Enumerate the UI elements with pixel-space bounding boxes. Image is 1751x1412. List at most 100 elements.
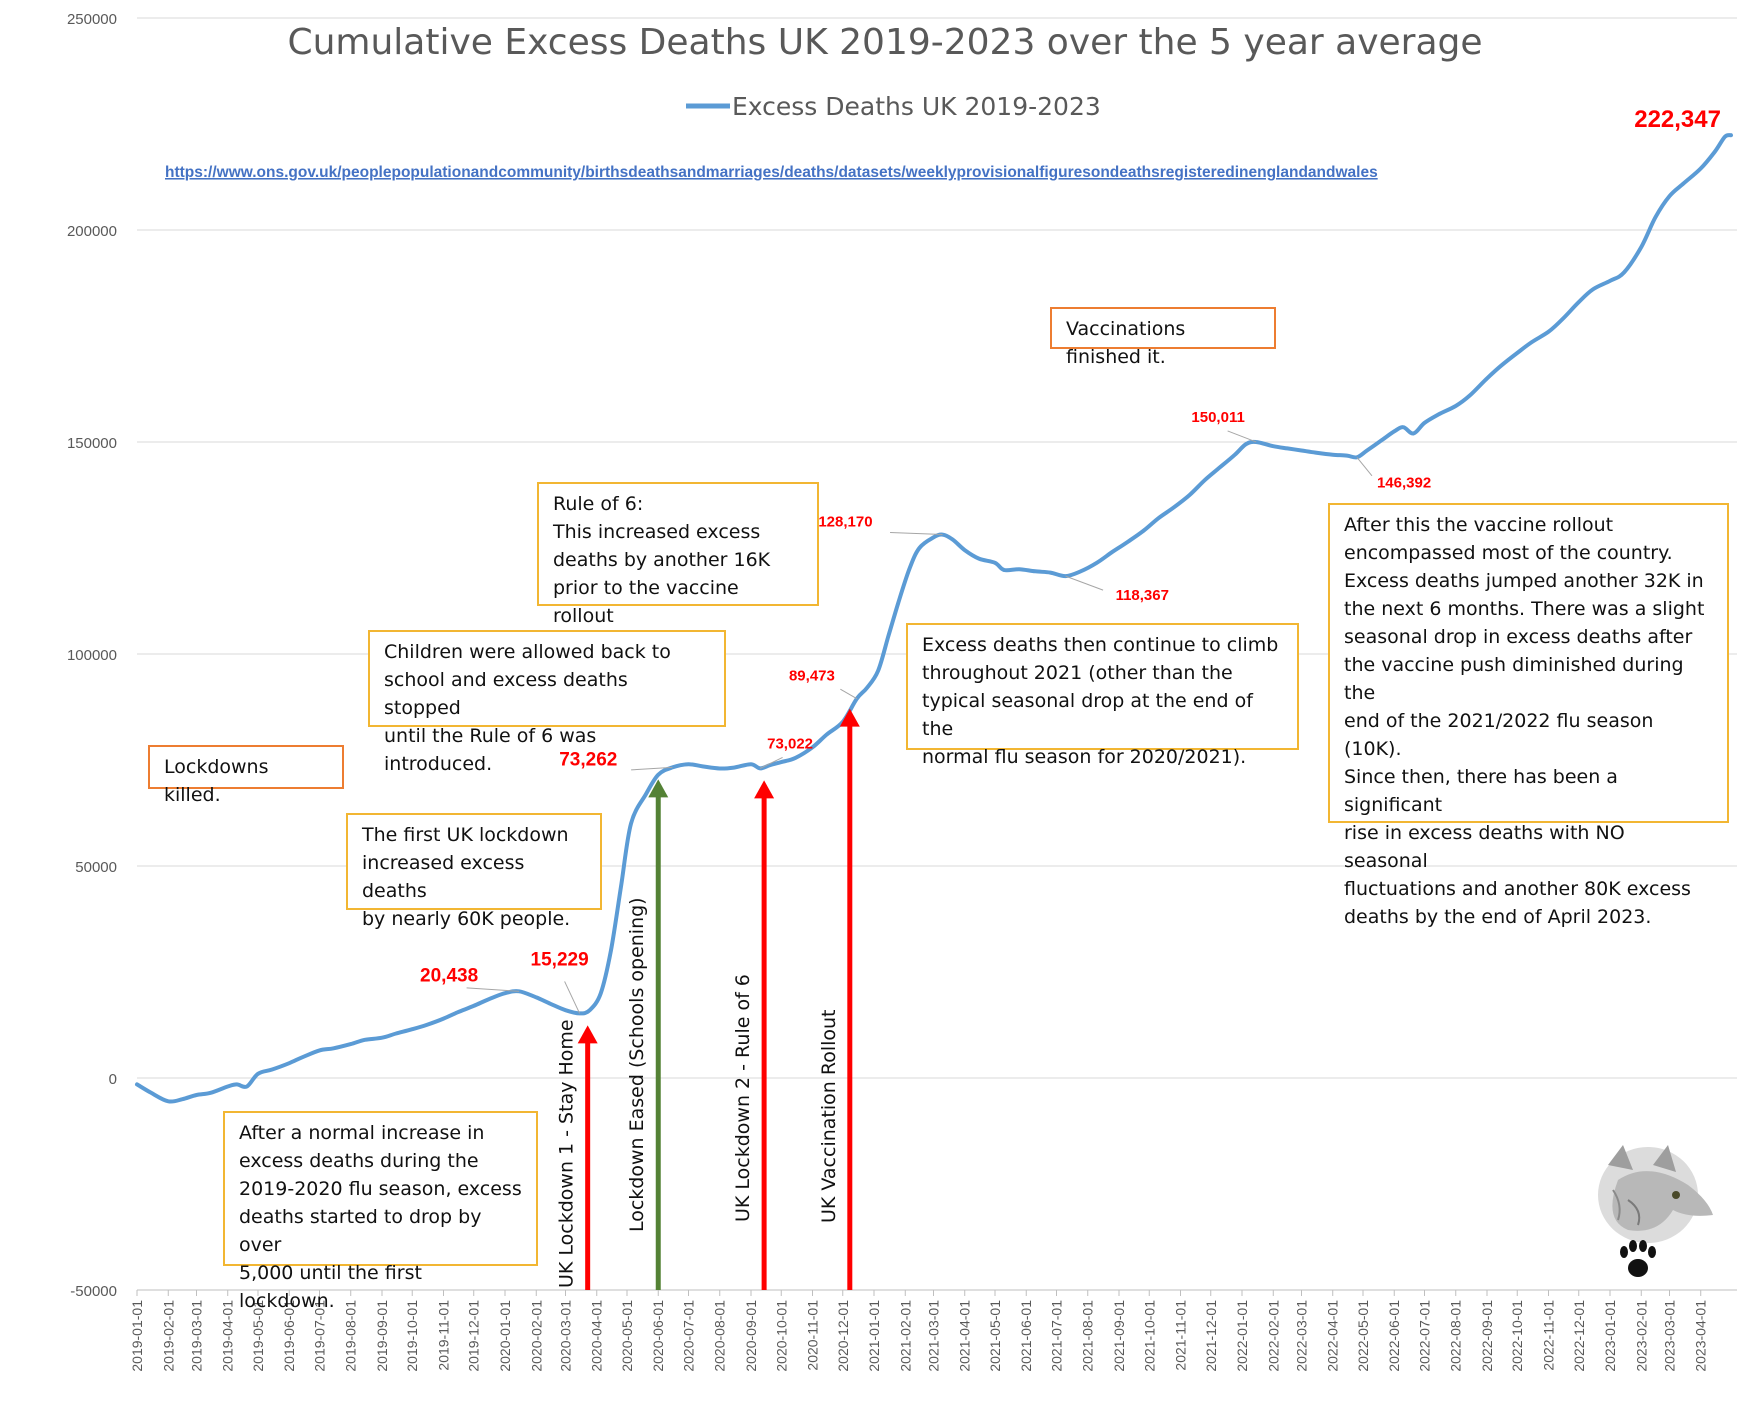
legend: Excess Deaths UK 2019-2023 — [686, 92, 1101, 121]
x-tick-label: 2020-06-01 — [650, 1300, 666, 1372]
x-tick-label: 2023-04-01 — [1693, 1300, 1709, 1372]
x-tick-label: 2021-08-01 — [1080, 1300, 1096, 1372]
point-label: 20,438 — [420, 965, 478, 986]
x-tick-label: 2023-02-01 — [1633, 1300, 1649, 1372]
y-tick-label: 250000 — [67, 11, 117, 28]
y-tick-label: 100000 — [67, 647, 117, 664]
x-tick-label: 2022-09-01 — [1479, 1300, 1495, 1372]
x-tick-label: 2022-03-01 — [1293, 1300, 1309, 1372]
y-tick-label: 150000 — [67, 435, 117, 452]
y-axis: -50000 0 50000 100000 150000 200000 250000 — [67, 11, 117, 1300]
x-tick-label: 2019-02-01 — [160, 1300, 176, 1372]
x-tick-label: 2020-09-01 — [743, 1300, 759, 1372]
y-tick-label: -50000 — [70, 1283, 117, 1300]
x-tick-label: 2019-04-01 — [220, 1300, 236, 1372]
x-tick-label: 2022-04-01 — [1325, 1300, 1341, 1372]
event-arrowhead-0 — [577, 1025, 598, 1044]
x-tick-label: 2019-03-01 — [188, 1300, 204, 1372]
point-label: 150,011 — [1191, 409, 1244, 426]
x-tick-label: 2020-04-01 — [589, 1300, 605, 1372]
event-arrowhead-2 — [754, 780, 775, 799]
x-tick-label: 2022-11-01 — [1541, 1300, 1557, 1371]
event-label: Lockdown Eased (Schools opening) — [626, 897, 648, 1232]
x-tick-label: 2021-05-01 — [987, 1300, 1003, 1372]
x-tick-label: 2019-12-01 — [466, 1300, 482, 1372]
x-tick-label: 2023-03-01 — [1661, 1300, 1677, 1372]
point-label-leader-6 — [1065, 575, 1104, 591]
x-axis: 2019-01-01 2019-02-01 2019-03-01 2019-04-01… — [129, 1290, 1709, 1372]
x-tick-label: 2021-12-01 — [1203, 1300, 1219, 1372]
point-label: 146,392 — [1377, 474, 1431, 491]
x-tick-label: 2021-03-01 — [925, 1300, 941, 1372]
point-label-leader-4 — [840, 688, 858, 700]
series-line-0 — [135, 133, 1733, 1104]
annotation-lockdowns-killed: Lockdowns killed. — [148, 745, 344, 806]
x-tick-label: 2019-07-01 — [311, 1300, 327, 1372]
x-tick-label: 2022-07-01 — [1416, 1300, 1432, 1372]
x-tick-label: 2020-01-01 — [497, 1300, 513, 1372]
y-tick-label: 200000 — [67, 223, 117, 240]
point-label: 73,022 — [767, 735, 813, 752]
point-label: 222,347 — [1634, 106, 1721, 133]
event-arrowhead-3 — [839, 708, 860, 727]
point-label-leader-0 — [466, 987, 520, 992]
x-tick-label: 2021-07-01 — [1048, 1300, 1064, 1372]
x-tick-label: 2020-08-01 — [712, 1300, 728, 1372]
x-tick-label: 2022-08-01 — [1448, 1300, 1464, 1372]
event-arrowhead-1 — [648, 779, 669, 798]
x-tick-label: 2019-06-01 — [281, 1300, 297, 1372]
series-excess-deaths — [135, 133, 1733, 1104]
x-tick-label: 2022-01-01 — [1234, 1300, 1250, 1372]
annotation-children-school: Children were allowed back to school and… — [368, 630, 726, 775]
chart-title: Cumulative Excess Deaths UK 2019-2023 ov… — [287, 22, 1482, 63]
point-label-leader-2 — [631, 766, 673, 771]
point-label-leader-1 — [564, 981, 581, 1014]
x-tick-label: 2019-09-01 — [374, 1300, 390, 1372]
x-tick-label: 2022-02-01 — [1265, 1300, 1281, 1372]
x-tick-label: 2020-11-01 — [805, 1300, 821, 1371]
x-tick-label: 2021-01-01 — [866, 1300, 882, 1372]
point-label: 89,473 — [789, 668, 835, 685]
source-link[interactable]: https://www.ons.gov.uk/peoplepopulationa… — [165, 164, 1378, 181]
x-tick-label: 2021-10-01 — [1141, 1300, 1157, 1372]
x-tick-label: 2021-04-01 — [957, 1300, 973, 1372]
wolf-paw-logo — [1598, 1145, 1713, 1277]
x-tick-label: 2021-06-01 — [1018, 1300, 1034, 1372]
point-label-leader-8 — [1356, 456, 1373, 477]
annotation-first-lockdown: The first UK lockdown increased excess d… — [346, 813, 602, 930]
annotation-after-rollout: After this the vaccine rollout encompass… — [1328, 503, 1729, 928]
point-label: 15,229 — [531, 949, 589, 970]
x-tick-label: 2019-08-01 — [343, 1300, 359, 1372]
x-tick-label: 2020-07-01 — [680, 1300, 696, 1372]
point-label-leader-5 — [890, 532, 943, 536]
x-tick-label: 2022-06-01 — [1386, 1300, 1402, 1372]
annotation-vaccinations-finished: Vaccinations finished it. — [1050, 307, 1276, 368]
x-tick-label: 2019-11-01 — [435, 1300, 451, 1371]
x-tick-label: 2020-10-01 — [773, 1300, 789, 1372]
x-tick-label: 2020-05-01 — [619, 1300, 635, 1372]
x-tick-label: 2019-05-01 — [250, 1300, 266, 1372]
x-tick-label: 2021-09-01 — [1111, 1300, 1127, 1372]
x-tick-label: 2022-05-01 — [1355, 1300, 1371, 1372]
x-tick-label: 2021-11-01 — [1173, 1300, 1189, 1371]
annotation-continue-climb: Excess deaths then continue to climb thr… — [906, 623, 1299, 768]
x-tick-label: 2020-02-01 — [528, 1300, 544, 1372]
x-tick-label: 2021-02-01 — [897, 1300, 913, 1372]
x-tick-label: 2022-12-01 — [1571, 1300, 1587, 1372]
point-label: 128,170 — [818, 514, 872, 531]
annotation-rule-of-6: Rule of 6: This increased excess deaths … — [537, 482, 819, 627]
legend-label: Excess Deaths UK 2019-2023 — [732, 92, 1101, 121]
event-label: UK Lockdown 2 - Rule of 6 — [732, 974, 754, 1222]
point-labels: 20,438 15,229 73,262 73,022 89,473 128,170 118… — [420, 106, 1721, 1014]
x-tick-label: 2023-01-01 — [1602, 1300, 1618, 1372]
y-tick-label: 50000 — [75, 859, 117, 876]
x-tick-label: 2019-01-01 — [129, 1300, 145, 1372]
point-label-leader-3 — [759, 756, 783, 769]
event-arrows: UK Lockdown 1 - Stay Home Lockdown Eased … — [556, 708, 860, 1290]
event-label: UK Lockdown 1 - Stay Home — [556, 1019, 578, 1288]
y-tick-label: 0 — [109, 1071, 117, 1088]
x-tick-label: 2020-12-01 — [835, 1300, 851, 1372]
annotation-after-normal: After a normal increase in excess deaths… — [223, 1111, 538, 1312]
point-label-leader-7 — [1227, 430, 1257, 443]
x-tick-label: 2020-03-01 — [557, 1300, 573, 1372]
